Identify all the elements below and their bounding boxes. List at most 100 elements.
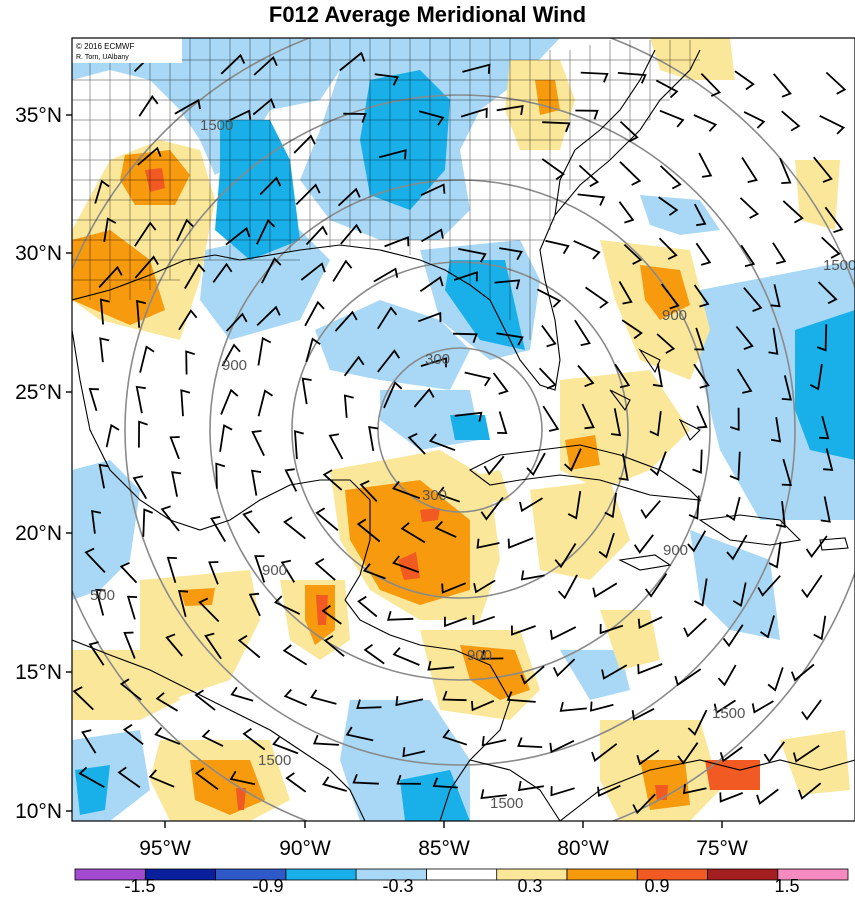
contour-label-1500a: 1500 [258, 752, 291, 769]
wind-barb [695, 242, 712, 266]
wind-barb [713, 699, 736, 714]
contour-label-300a: 300 [425, 351, 450, 368]
wind-barb [658, 237, 678, 260]
wind-barb [337, 187, 361, 207]
wind-barb [432, 777, 458, 789]
contour-label-1500b: 1500 [490, 795, 523, 812]
wind-barb [251, 430, 265, 457]
wind-barb [444, 616, 467, 628]
colorbar: -1.5 -0.9 -0.3 0.3 0.9 1.5 [74, 868, 849, 896]
wind-barb [698, 152, 713, 178]
wind-barb [427, 660, 455, 671]
wind-barb [825, 71, 847, 95]
wind-barb [305, 225, 328, 246]
wind-barb [688, 495, 700, 520]
wind-barb [694, 203, 707, 227]
wind-barb [339, 51, 366, 72]
wind-barb [407, 432, 426, 455]
wind-barb [169, 436, 180, 460]
blue-region-gulf-mid [315, 300, 470, 390]
wind-barb [464, 371, 492, 387]
wind-barb [230, 686, 254, 702]
wind-barb [618, 453, 629, 481]
wind-barb [148, 769, 175, 788]
wind-barb [368, 426, 379, 451]
wind-barb [550, 786, 575, 797]
wind-barb [729, 407, 740, 432]
chart-title: F012 Average Meridional Wind [268, 2, 587, 27]
wind-barb [687, 530, 707, 553]
wind-barb [458, 248, 487, 263]
wind-barb [494, 279, 521, 290]
wind-barb [480, 649, 504, 660]
ring-300 [377, 347, 543, 513]
wind-barb [119, 561, 138, 584]
contour-label-900b: 900 [262, 562, 287, 579]
wind-barb [184, 263, 206, 289]
wind-barb [300, 262, 326, 281]
wind-barb [135, 385, 146, 414]
wind-barb [441, 582, 467, 594]
blue-region-gulf-west [200, 230, 330, 340]
wind-barb [821, 236, 841, 259]
wind-barb [552, 658, 576, 678]
colorbar-label-neg1-5: -1.5 [124, 876, 155, 896]
wind-barb [590, 701, 614, 712]
gulf-coast [72, 49, 701, 391]
wind-barb [155, 692, 178, 712]
wind-barb [242, 510, 261, 534]
wind-barb [722, 624, 744, 648]
wind-barb [81, 729, 97, 754]
wind-barb [322, 776, 347, 792]
wind-barb [88, 641, 105, 666]
wind-barb [767, 667, 784, 692]
wind-barb [481, 735, 507, 747]
wind-barb [295, 183, 321, 206]
jamaica-coast [618, 554, 672, 571]
ring-900-inner [291, 261, 629, 599]
wind-barb [725, 496, 741, 522]
orange-region-east-caribbean [705, 760, 760, 790]
wind-barb [256, 218, 276, 245]
wind-barb [473, 579, 496, 594]
wind-barb [719, 746, 743, 763]
wind-barb [334, 310, 358, 332]
wind-barbs [72, 51, 847, 815]
yellow-region-nc-coast [650, 38, 735, 80]
wind-barb [395, 695, 424, 707]
wind-barb [237, 634, 261, 659]
wind-barb [820, 496, 831, 523]
wind-barb [735, 326, 754, 350]
colorbar-swatch [707, 868, 779, 881]
wind-barb [649, 411, 662, 437]
blue-region-caribbean-east [690, 530, 780, 640]
wind-barb [621, 319, 643, 340]
wind-barb [597, 784, 621, 798]
bahamas-c [678, 418, 701, 441]
wind-barb [792, 744, 820, 763]
colorbar-label-pos1-5: 1.5 [774, 876, 799, 896]
wind-barb [526, 452, 546, 477]
wind-barb [781, 110, 801, 132]
wind-barb [652, 363, 663, 388]
wind-barb [356, 699, 382, 710]
lat-label-35: 35°N [15, 104, 62, 127]
wind-barb [813, 615, 827, 641]
wind-barb [779, 157, 792, 184]
wind-barb [252, 98, 276, 116]
south-america-coast [559, 759, 855, 821]
wind-barb [417, 311, 442, 323]
wind-barb [293, 134, 316, 154]
wind-barb [454, 411, 483, 422]
wind-barb [154, 727, 181, 745]
wind-barb [717, 664, 737, 687]
wind-barb [772, 242, 787, 265]
wind-barb [421, 228, 444, 243]
wind-barb [743, 111, 766, 129]
wind-barb [378, 149, 407, 160]
wind-barb [204, 632, 222, 660]
wind-barb [517, 737, 543, 748]
contour-label-1500d: 1500 [823, 257, 855, 274]
wind-barb [816, 324, 828, 352]
wind-barb [687, 709, 708, 736]
